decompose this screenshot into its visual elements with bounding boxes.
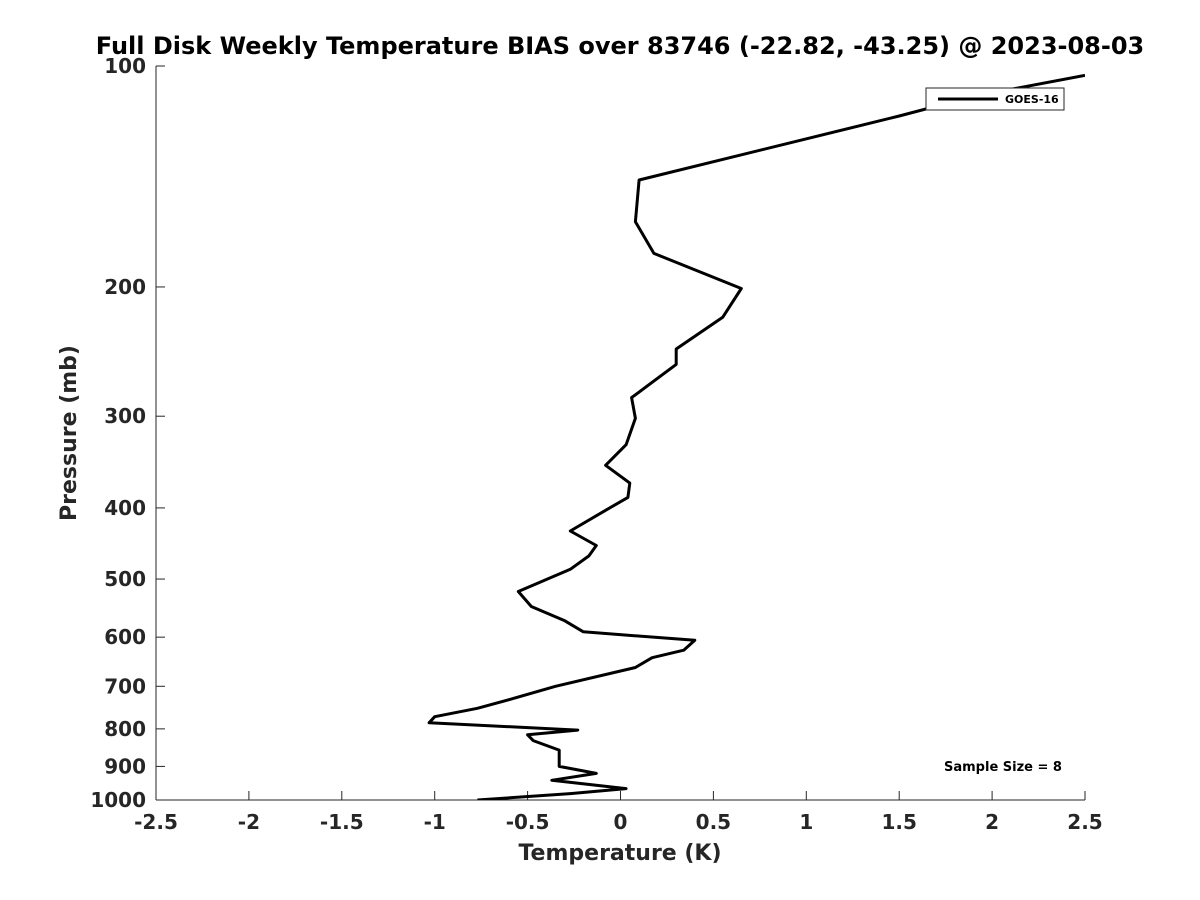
x-tick-label: 0.5 xyxy=(696,810,731,834)
x-axis-title: Temperature (K) xyxy=(518,841,721,866)
x-tick-label: 1 xyxy=(799,810,813,834)
x-tick-label: 0 xyxy=(614,810,628,834)
y-tick-label: 300 xyxy=(104,404,146,428)
y-tick-label: 600 xyxy=(104,625,146,649)
series-layer xyxy=(427,73,1085,800)
y-tick-label: 200 xyxy=(104,275,146,299)
x-tick-label: -1 xyxy=(424,810,446,834)
chart-title: Full Disk Weekly Temperature BIAS over 8… xyxy=(96,32,1144,60)
x-tick-label: -2 xyxy=(238,810,260,834)
y-axis-ticks: 100 200 300 400 500 600 700 800 900 1000 xyxy=(90,54,165,812)
plot-frame xyxy=(156,66,1085,800)
y-tick-label: 700 xyxy=(104,674,146,698)
y-tick-label: 900 xyxy=(104,754,146,778)
y-tick-label: 1000 xyxy=(90,788,146,812)
y-axis-title: Pressure (mb) xyxy=(57,345,82,521)
x-tick-label: -2.5 xyxy=(134,810,178,834)
y-tick-label: 500 xyxy=(104,567,146,591)
x-tick-label: -1.5 xyxy=(320,810,364,834)
y-tick-label: 400 xyxy=(104,496,146,520)
legend-label-goes-16: GOES-16 xyxy=(1005,93,1059,106)
y-tick-label: 800 xyxy=(104,717,146,741)
x-tick-label: 2 xyxy=(985,810,999,834)
y-tick-label: 100 xyxy=(104,54,146,78)
x-axis-ticks: -2.5 -2 -1.5 -1 -0.5 0 0.5 1 1.5 2 2.5 xyxy=(134,791,1103,834)
x-tick-label: 2.5 xyxy=(1067,810,1102,834)
x-tick-label: -0.5 xyxy=(506,810,550,834)
x-tick-label: 1.5 xyxy=(881,810,916,834)
sample-size-note: Sample Size = 8 xyxy=(944,760,1062,775)
series-line-goes-16 xyxy=(427,73,1085,800)
legend: GOES-16 xyxy=(925,87,1065,111)
